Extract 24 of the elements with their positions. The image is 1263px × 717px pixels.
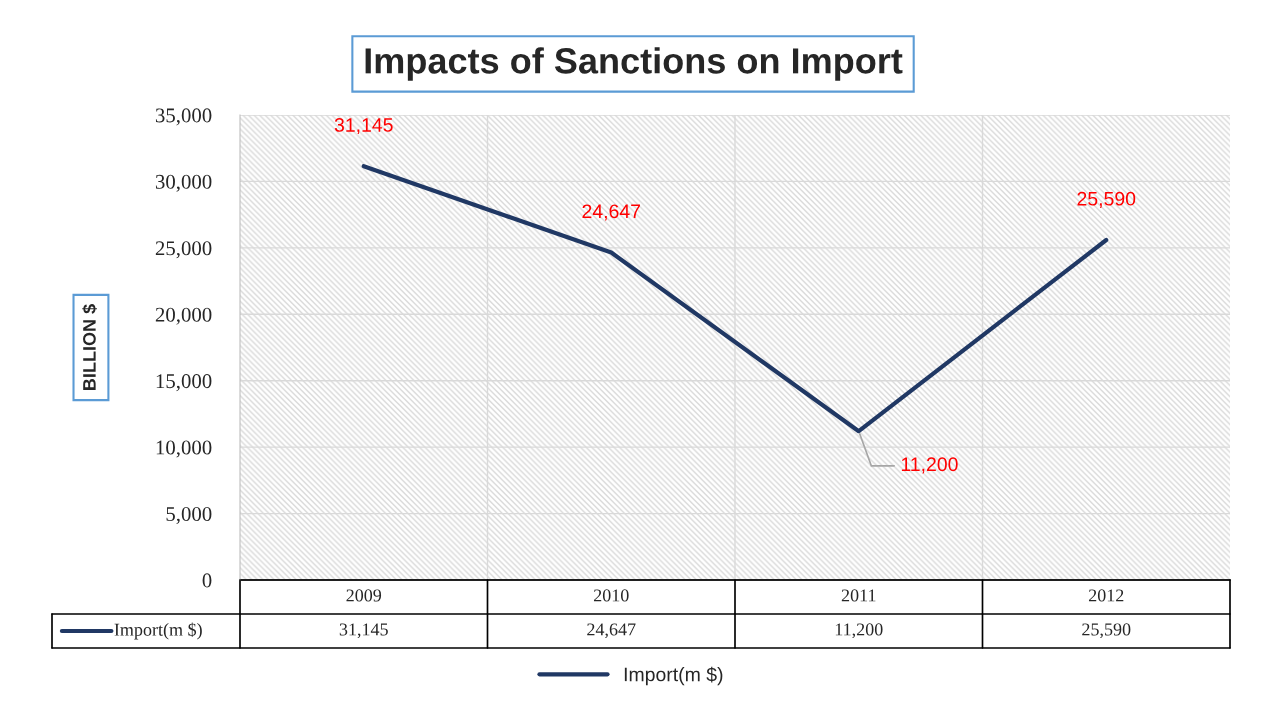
- text: 31,145: [334, 118, 393, 135]
- y-tick-label: 10,000: [156, 440, 212, 458]
- data-label: 31,145: [339, 623, 388, 639]
- text: 11,200: [901, 457, 958, 474]
- y-tick-label: 35,000: [155, 108, 212, 126]
- y-tick-label: 20,000: [155, 307, 212, 325]
- y-tick-label: 15,000: [156, 374, 212, 392]
- data-label: 24,647: [587, 623, 636, 639]
- data-label: 25,590: [1082, 623, 1131, 639]
- text: 24,647: [582, 204, 641, 221]
- chart-title: Impacts of Sanctions on Import: [365, 47, 903, 81]
- text: Import(m $): [114, 622, 202, 640]
- y-tick-label: 0: [202, 573, 212, 588]
- data-label: 11,200: [835, 623, 883, 639]
- text: 25,590: [1077, 191, 1136, 208]
- x-tick-label: 2012: [1088, 589, 1124, 602]
- x-tick-label: 2010: [593, 589, 629, 602]
- x-tick-label: 2009: [346, 589, 382, 602]
- y-axis-title: BILLION $: [82, 304, 97, 390]
- y-tick-label: 30,000: [155, 174, 212, 192]
- y-tick-label: 5,000: [166, 506, 212, 524]
- y-tick-label: 25,000: [155, 241, 212, 259]
- legend-label: Import(m $): [624, 666, 723, 686]
- x-tick-label: 2011: [841, 589, 876, 602]
